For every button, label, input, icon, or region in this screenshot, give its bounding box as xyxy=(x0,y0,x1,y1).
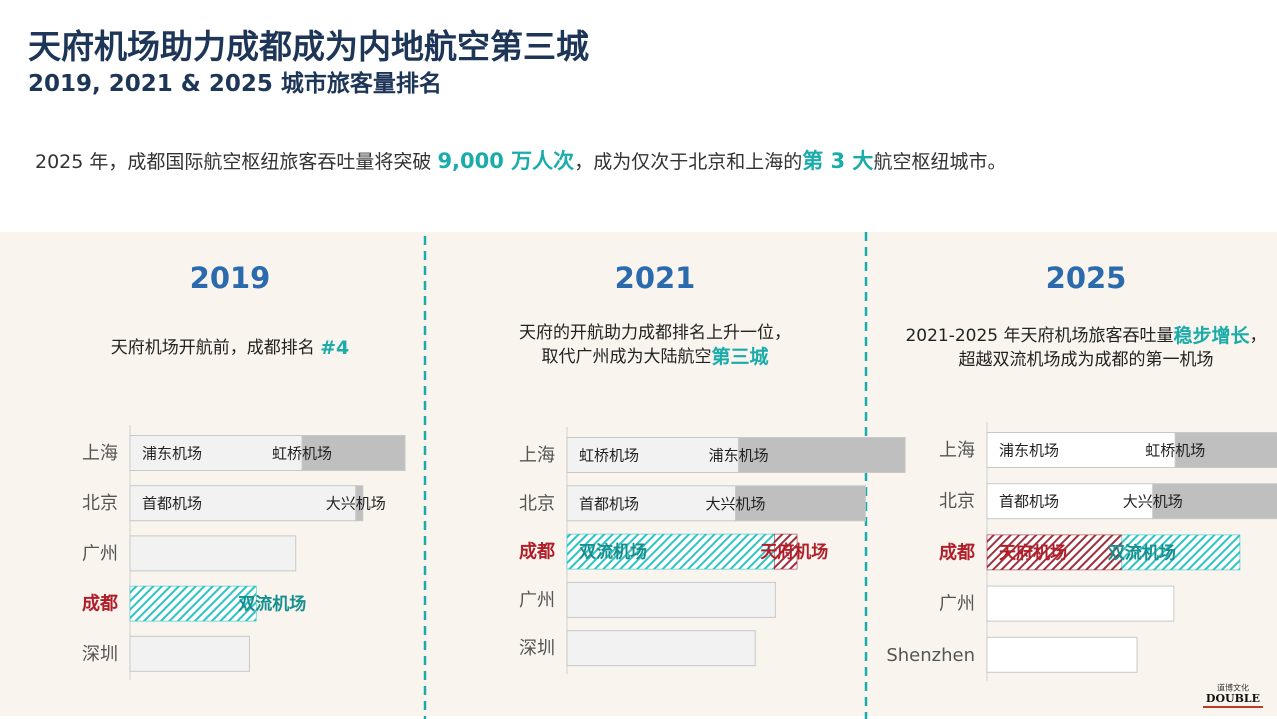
city-label: 成都 xyxy=(519,541,555,563)
city-label: 成都 xyxy=(939,541,975,563)
segment-label: 虹桥机场 xyxy=(1145,442,1205,460)
segment-label: 双流机场 xyxy=(579,542,647,563)
segment-label: 天府机场 xyxy=(999,542,1067,563)
subtitle: 2019, 2021 & 2025 城市旅客量排名 xyxy=(28,71,442,97)
bar-segment xyxy=(566,630,756,667)
intro-text: 2025 年，成都国际航空枢纽旅客吞吐量将突破 xyxy=(35,151,438,173)
title: 天府机场助力成都成为内地航空第三城 xyxy=(28,27,589,66)
city-label: Shenzhen xyxy=(886,645,975,666)
bar-segment xyxy=(774,533,798,570)
segment-label: 首都机场 xyxy=(999,493,1059,511)
bar-segment xyxy=(1174,432,1277,468)
bar-segment xyxy=(355,485,364,522)
note-text: ， xyxy=(1250,326,1267,346)
segment-label: 浦东机场 xyxy=(142,445,202,463)
bar-segment xyxy=(566,437,740,473)
note-line: 2021-2025 年天府机场旅客吞吐量稳步增长， xyxy=(905,324,1266,347)
bar-segment xyxy=(986,585,1175,622)
segment-label: 浦东机场 xyxy=(999,442,1059,460)
segment-label: 双流机场 xyxy=(1108,542,1176,563)
intro-text: ，成为仅次于北京和上海的 xyxy=(574,151,803,173)
note-line: 天府机场开航前，成都排名 #4 xyxy=(111,337,350,359)
logo-name: 道博文化 xyxy=(1217,683,1249,693)
note-text: 天府机场开航前，成都排名 xyxy=(111,338,320,358)
chart-title: 2019 xyxy=(190,261,271,295)
bar-segment xyxy=(301,435,406,471)
bar-segment xyxy=(129,635,250,672)
city-label: 广州 xyxy=(939,594,975,615)
bar-segment xyxy=(129,585,257,622)
city-label: 广州 xyxy=(519,590,555,611)
segment-label: 浦东机场 xyxy=(709,447,769,465)
bar-segment xyxy=(566,485,737,522)
logo-brand: DOUBLE xyxy=(1206,692,1260,705)
bar-segment xyxy=(566,581,776,618)
city-label: 上海 xyxy=(82,443,118,464)
segment-label: 首都机场 xyxy=(579,495,639,513)
bar-segment xyxy=(738,437,906,473)
segment-label: 大兴机场 xyxy=(1123,493,1183,511)
intro-text: 航空枢纽城市。 xyxy=(873,151,1007,173)
note-text: 2021-2025 年天府机场旅客吞吐量 xyxy=(905,326,1173,346)
city-label: 北京 xyxy=(939,491,975,512)
bar-segment xyxy=(129,435,303,471)
city-label: 北京 xyxy=(519,493,555,514)
segment-label: 大兴机场 xyxy=(326,495,386,513)
bar-segment xyxy=(129,535,297,572)
city-label: 北京 xyxy=(82,493,118,514)
bar-segment xyxy=(986,636,1138,673)
bar-segment xyxy=(566,533,775,570)
city-label: 上海 xyxy=(939,440,975,461)
chart-title: 2021 xyxy=(615,261,696,295)
intro-highlight: 第 3 大 xyxy=(802,149,874,173)
segment-label: 大兴机场 xyxy=(706,495,766,513)
intro: 2025 年，成都国际航空枢纽旅客吞吐量将突破 9,000 万人次，成为仅次于北… xyxy=(35,145,1006,175)
note-text: 超越双流机场成为成都的第一机场 xyxy=(959,350,1214,370)
logo-bar xyxy=(1203,706,1263,708)
city-label: 深圳 xyxy=(519,638,555,659)
note-highlight: 稳步增长 xyxy=(1174,324,1251,347)
bar-segment xyxy=(735,485,866,522)
note-text: 天府的开航助力成都排名上升一位， xyxy=(519,323,791,343)
bar-segment xyxy=(986,483,1154,520)
city-label: 上海 xyxy=(519,445,555,466)
bar-segment xyxy=(1152,483,1277,520)
bar-segment xyxy=(129,485,357,522)
segment-label: 虹桥机场 xyxy=(272,445,332,463)
city-label: 成都 xyxy=(82,593,118,615)
bar-segment xyxy=(986,432,1176,468)
segment-label: 虹桥机场 xyxy=(579,447,639,465)
note-line: 取代广州成为大陆航空第三城 xyxy=(541,345,768,368)
city-label: 深圳 xyxy=(82,644,118,665)
bar-segment xyxy=(986,534,1123,571)
note-line: 超越双流机场成为成都的第一机场 xyxy=(959,350,1214,370)
note-text: 取代广州成为大陆航空 xyxy=(541,347,711,367)
note-line: 天府的开航助力成都排名上升一位， xyxy=(519,323,791,343)
logo: 道博文化 DOUBLE xyxy=(1203,683,1263,708)
intro-highlight: 9,000 万人次 xyxy=(437,149,575,173)
bar-segment xyxy=(1121,534,1241,571)
city-label: 广州 xyxy=(82,543,118,564)
note-highlight: #4 xyxy=(320,337,349,359)
segment-label: 天府机场 xyxy=(760,542,828,563)
chart-title: 2025 xyxy=(1046,261,1127,295)
note-highlight: 第三城 xyxy=(711,345,768,368)
segment-label: 双流机场 xyxy=(238,594,306,615)
segment-label: 首都机场 xyxy=(142,495,202,513)
